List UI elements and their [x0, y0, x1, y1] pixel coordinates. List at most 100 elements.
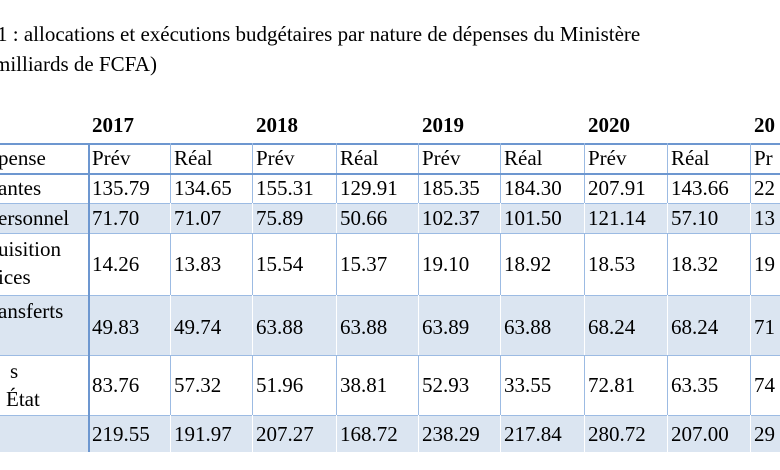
- col-line: [418, 415, 419, 452]
- table-cell: 71: [754, 315, 775, 339]
- col-line: [418, 173, 419, 203]
- year-header: 2019: [422, 113, 464, 137]
- table-cell: 14.26: [92, 252, 140, 276]
- col-line: [750, 143, 751, 173]
- table-cell: 49.74: [174, 315, 222, 339]
- year-header: 2018: [256, 113, 298, 137]
- table-cell: 83.76: [92, 373, 140, 397]
- table-cell: 63.89: [422, 315, 470, 339]
- table-cell: Prév: [92, 146, 131, 170]
- col-line: [667, 233, 668, 295]
- col-line: [418, 233, 419, 295]
- col-line: [667, 203, 668, 233]
- row-label: uisition: [0, 237, 62, 261]
- row-label: ansferts: [0, 299, 64, 323]
- col-line: [750, 203, 751, 233]
- table-cell: 129.91: [340, 176, 398, 200]
- table-cell: 68.24: [588, 315, 636, 339]
- row-label: antes: [0, 176, 42, 200]
- table-cell: 280.72: [588, 421, 646, 446]
- table-cell: 50.66: [340, 206, 388, 230]
- col-line: [584, 415, 585, 452]
- col-line: [170, 173, 171, 203]
- row-bg: [0, 173, 780, 203]
- table-cell: 13.83: [174, 252, 222, 276]
- table-cell: 74: [754, 373, 775, 397]
- table-cell: 18.92: [504, 252, 552, 276]
- row-label: ersonnel: [0, 206, 70, 230]
- col-line: [252, 173, 253, 203]
- col-line: [500, 173, 501, 203]
- table-cell: 63.35: [671, 373, 719, 397]
- left-border: [88, 143, 90, 452]
- col-line: [667, 295, 668, 355]
- table-cell: 19: [754, 252, 775, 276]
- table-cell: Réal: [671, 146, 710, 170]
- col-line: [750, 295, 751, 355]
- row-bg: [0, 203, 780, 233]
- table-cell: 102.37: [422, 206, 480, 230]
- table-cell: 38.81: [340, 373, 388, 397]
- table-cell: 71.07: [174, 206, 222, 230]
- table-cell: 191.97: [174, 421, 232, 446]
- table-cell: 57.32: [174, 373, 222, 397]
- col-line: [667, 355, 668, 415]
- col-line: [500, 143, 501, 173]
- table-cell: 134.65: [174, 176, 232, 200]
- table-cell: 68.24: [671, 315, 719, 339]
- col-line: [252, 203, 253, 233]
- col-line: [500, 415, 501, 452]
- table-cell: Prév: [588, 146, 627, 170]
- col-line: [336, 233, 337, 295]
- table-cell: 101.50: [504, 206, 562, 230]
- table-cell: 18.32: [671, 252, 719, 276]
- table-cell: 15.37: [340, 252, 388, 276]
- col-line: [500, 355, 501, 415]
- table-cell: Réal: [340, 146, 379, 170]
- table-cell: 51.96: [256, 373, 304, 397]
- row-bg: [0, 233, 780, 295]
- table-cell: 207.91: [588, 176, 646, 200]
- table-cell: 49.83: [92, 315, 140, 339]
- col-line: [252, 355, 253, 415]
- row-bg: [0, 295, 780, 355]
- table-cell: Pr: [754, 146, 773, 170]
- table-cell: 19.10: [422, 252, 470, 276]
- row-label: État: [6, 387, 40, 411]
- table-cell: 238.29: [422, 421, 480, 446]
- table-cell: 71.70: [92, 206, 140, 230]
- table-cell: 168.72: [340, 421, 398, 446]
- row-line: [0, 173, 780, 175]
- col-line: [336, 355, 337, 415]
- col-line: [500, 203, 501, 233]
- col-line: [584, 143, 585, 173]
- col-line: [584, 203, 585, 233]
- col-line: [418, 355, 419, 415]
- table-cell: 63.88: [340, 315, 388, 339]
- table-cell: Prév: [422, 146, 461, 170]
- col-line: [500, 233, 501, 295]
- year-header: 2017: [92, 113, 134, 137]
- table-cell: 143.66: [671, 176, 729, 200]
- col-line: [584, 233, 585, 295]
- table-cell: 63.88: [504, 315, 552, 339]
- col-line: [750, 415, 751, 452]
- row-label: pense: [0, 146, 46, 170]
- table-cell: 63.88: [256, 315, 304, 339]
- table-cell: 207.00: [671, 421, 729, 446]
- col-line: [170, 203, 171, 233]
- col-line: [500, 295, 501, 355]
- table-cell: 29: [754, 421, 775, 446]
- col-line: [418, 143, 419, 173]
- table-cell: 18.53: [588, 252, 636, 276]
- row-bg: [0, 415, 780, 452]
- year-header: 20: [754, 113, 775, 137]
- col-line: [170, 233, 171, 295]
- col-line: [336, 295, 337, 355]
- col-line: [667, 173, 668, 203]
- col-line: [750, 173, 751, 203]
- col-line: [170, 143, 171, 173]
- table-cell: 33.55: [504, 373, 552, 397]
- col-line: [584, 295, 585, 355]
